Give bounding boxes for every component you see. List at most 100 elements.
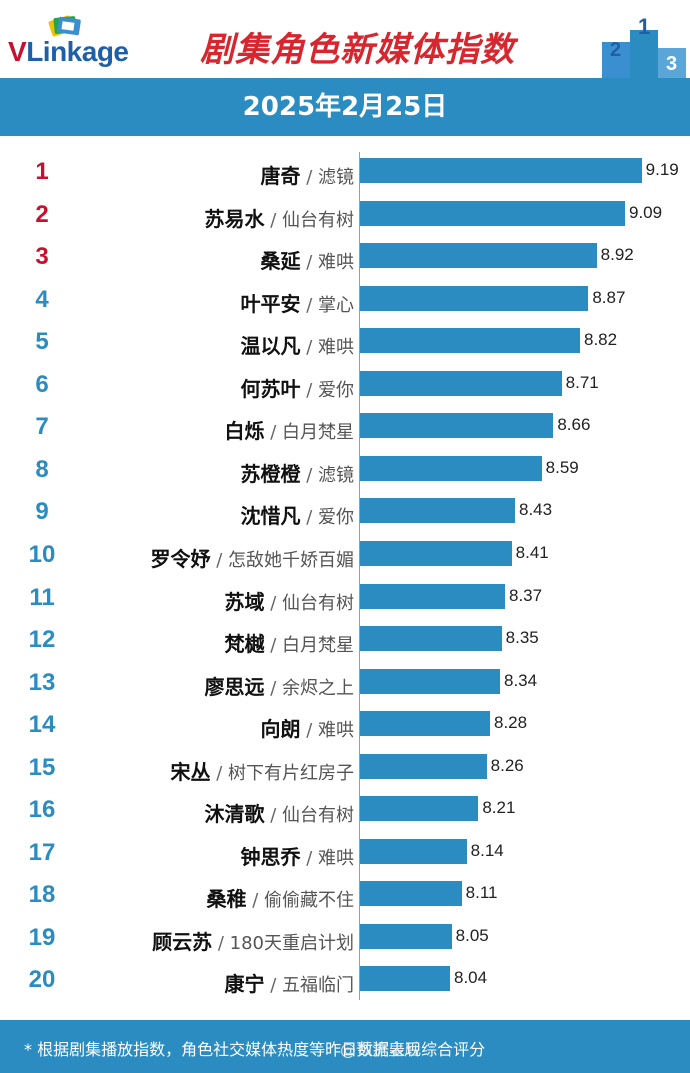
rank-number: 1 bbox=[35, 158, 49, 185]
chart-row: 4 叶平安 / 掌心 8.87 bbox=[0, 280, 690, 322]
character-name: 梵樾 bbox=[224, 632, 265, 657]
category-label: 康宁 / 五福临门 bbox=[224, 968, 354, 997]
vlinkage-logo: VLinkage bbox=[8, 8, 158, 68]
value-label: 8.34 bbox=[504, 670, 538, 690]
value-label: 8.71 bbox=[565, 372, 599, 392]
bar bbox=[360, 923, 452, 949]
value-label: 8.26 bbox=[490, 755, 524, 775]
show-title: 仙台有树 bbox=[282, 592, 354, 614]
watermark: @预流皇后 bbox=[340, 1040, 421, 1059]
bar bbox=[360, 455, 542, 481]
chart-row: 11 苏域 / 仙台有树 8.37 bbox=[0, 578, 690, 620]
bar bbox=[360, 370, 562, 396]
bar bbox=[360, 243, 597, 269]
podium-label-3: 3 bbox=[666, 53, 677, 75]
character-name: 桑延 bbox=[260, 249, 301, 274]
show-title: 掌心 bbox=[318, 294, 354, 316]
category-label: 梵樾 / 白月梵星 bbox=[224, 628, 354, 657]
rank-number: 5 bbox=[35, 328, 49, 356]
footer: * 根据剧集播放指数，角色社交媒体热度等昨日数据表现综合评分 bbox=[0, 1020, 690, 1073]
chart-row: 2 苏易水 / 仙台有树 9.09 bbox=[0, 195, 690, 237]
value-label: 8.43 bbox=[519, 500, 553, 520]
bar bbox=[360, 285, 589, 311]
show-title: 难哄 bbox=[318, 337, 354, 359]
character-name: 叶平安 bbox=[240, 291, 301, 316]
chart-row: 9 沈惜凡 / 爱你 8.43 bbox=[0, 492, 690, 534]
rank-number: 8 bbox=[35, 455, 49, 483]
value-label: 8.92 bbox=[600, 245, 634, 265]
chart-row: 18 桑稚 / 偷偷藏不住 8.11 bbox=[0, 875, 690, 917]
value-label: 8.11 bbox=[465, 883, 498, 903]
rank-number: 20 bbox=[28, 966, 56, 994]
rank-number: 17 bbox=[28, 838, 56, 866]
character-name: 宋丛 bbox=[170, 759, 211, 784]
rank-number: 11 bbox=[29, 583, 55, 611]
category-label: 向朗 / 难哄 bbox=[260, 713, 354, 742]
category-label: 廖思远 / 余烬之上 bbox=[204, 671, 354, 700]
label-separator: / bbox=[264, 209, 282, 231]
rank-number: 7 bbox=[35, 413, 49, 441]
value-label: 9.19 bbox=[645, 160, 679, 179]
character-name: 沈惜凡 bbox=[240, 504, 301, 529]
chart-row: 10 罗令妤 / 怎敌她千娇百媚 8.41 bbox=[0, 535, 690, 577]
rank-number: 9 bbox=[35, 498, 49, 526]
chart-row: 20 康宁 / 五福临门 8.04 bbox=[0, 960, 690, 1002]
rank-number: 15 bbox=[28, 753, 56, 781]
show-title: 白月梵星 bbox=[282, 635, 354, 657]
value-label: 8.28 bbox=[494, 713, 528, 733]
value-label: 8.37 bbox=[509, 585, 543, 605]
character-name: 温以凡 bbox=[240, 334, 301, 359]
category-label: 唐奇 / 滤镜 bbox=[260, 160, 354, 189]
logo-cards-icon bbox=[48, 15, 81, 37]
rank-number: 18 bbox=[28, 881, 56, 909]
value-label: 8.14 bbox=[470, 840, 504, 860]
category-label: 沈惜凡 / 爱你 bbox=[240, 500, 354, 529]
logo-text: VLinkage bbox=[8, 36, 129, 67]
rank-number: 14 bbox=[28, 711, 56, 739]
category-label: 白烁 / 白月梵星 bbox=[224, 415, 354, 444]
show-title: 难哄 bbox=[318, 847, 354, 869]
label-separator: / bbox=[300, 294, 318, 316]
rank-number: 12 bbox=[28, 626, 56, 654]
show-title: 滤镜 bbox=[318, 167, 354, 188]
chart-row: 7 白烁 / 白月梵星 8.66 bbox=[0, 407, 690, 449]
label-separator: / bbox=[300, 464, 318, 486]
bar bbox=[360, 966, 450, 992]
chart-row: 13 廖思远 / 余烬之上 8.34 bbox=[0, 663, 690, 705]
value-label: 8.21 bbox=[482, 798, 516, 818]
show-title: 爱你 bbox=[318, 507, 354, 529]
date-band: 2025年2月25日 bbox=[0, 78, 690, 136]
label-separator: / bbox=[264, 422, 282, 444]
chart-row: 14 向朗 / 难哄 8.28 bbox=[0, 705, 690, 747]
category-label: 沐清歌 / 仙台有树 bbox=[204, 798, 354, 827]
podium-label-1: 1 bbox=[638, 14, 650, 39]
label-separator: / bbox=[246, 890, 264, 912]
category-label: 温以凡 / 难哄 bbox=[240, 330, 354, 359]
character-name: 何苏叶 bbox=[240, 376, 301, 401]
value-label: 8.59 bbox=[545, 457, 579, 477]
label-separator: / bbox=[264, 677, 282, 699]
show-title: 偷偷藏不住 bbox=[264, 890, 354, 912]
category-label: 苏易水 / 仙台有树 bbox=[204, 203, 354, 232]
rank-number: 16 bbox=[28, 796, 56, 824]
value-label: 8.66 bbox=[557, 415, 591, 435]
bar bbox=[360, 838, 467, 864]
category-label: 钟思乔 / 难哄 bbox=[240, 841, 354, 870]
rank-number: 3 bbox=[35, 243, 49, 271]
label-separator: / bbox=[264, 592, 282, 614]
bar bbox=[360, 626, 502, 652]
chart-row: 3 桑延 / 难哄 8.92 bbox=[0, 237, 690, 279]
show-title: 五福临门 bbox=[282, 975, 354, 997]
chart-row: 12 梵樾 / 白月梵星 8.35 bbox=[0, 620, 690, 662]
character-name: 白烁 bbox=[224, 419, 265, 444]
rank-number: 2 bbox=[35, 200, 49, 228]
rank-number: 13 bbox=[28, 668, 56, 696]
category-label: 何苏叶 / 爱你 bbox=[240, 373, 354, 402]
chart-row: 17 钟思乔 / 难哄 8.14 bbox=[0, 833, 690, 875]
chart-row: 6 何苏叶 / 爱你 8.71 bbox=[0, 365, 690, 407]
label-separator: / bbox=[264, 975, 282, 997]
show-title: 余烬之上 bbox=[282, 677, 354, 699]
rank-number: 6 bbox=[35, 370, 49, 398]
category-label: 苏橙橙 / 滤镜 bbox=[240, 458, 354, 487]
character-name: 廖思远 bbox=[204, 674, 265, 699]
